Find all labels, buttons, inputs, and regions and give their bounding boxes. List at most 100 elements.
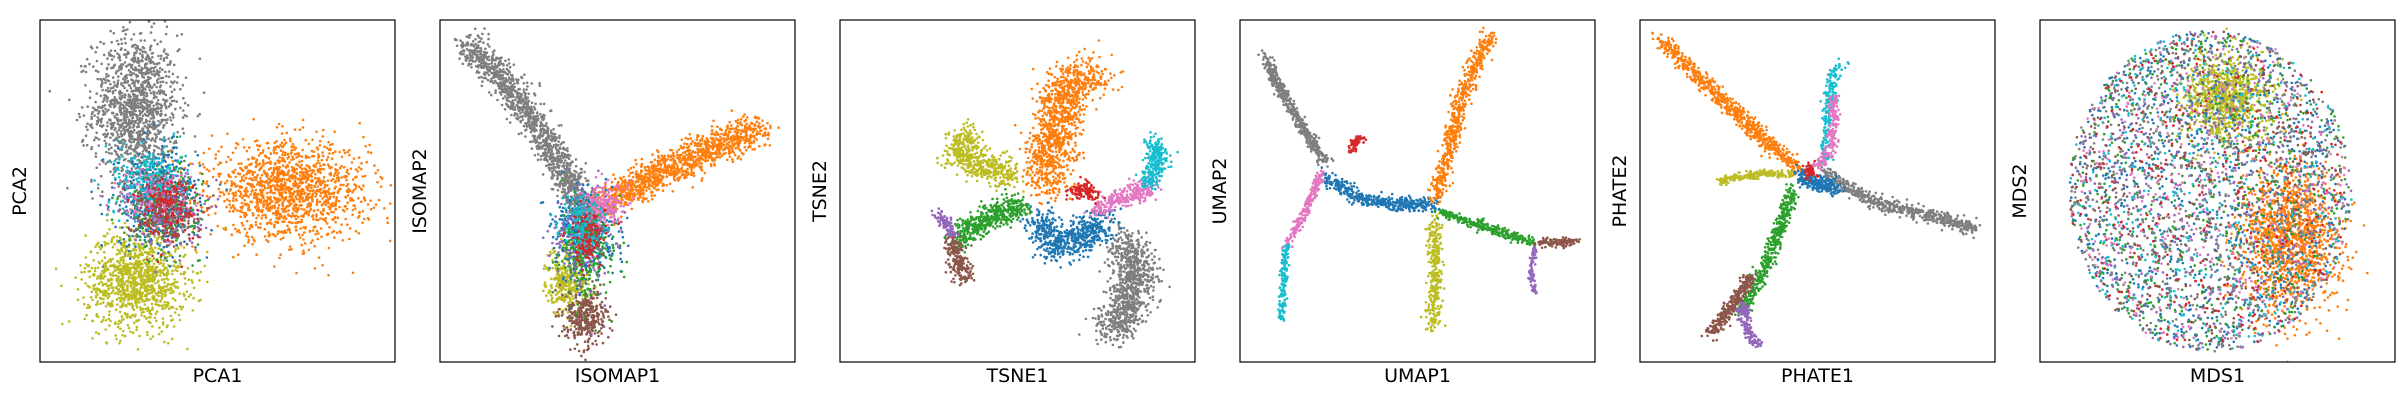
scatter-point <box>130 122 133 125</box>
scatter-point <box>159 138 162 141</box>
scatter-point <box>229 158 232 161</box>
scatter-point <box>49 90 52 93</box>
scatter-point <box>289 203 292 206</box>
scatter-point <box>130 212 133 215</box>
scatter-point <box>142 56 145 59</box>
scatter-point <box>243 199 246 202</box>
scatter-point <box>113 171 116 174</box>
scatter-point <box>341 239 344 242</box>
scatter-point <box>308 156 311 159</box>
scatter-point <box>140 69 143 72</box>
scatter-point <box>148 58 151 61</box>
scatter-point <box>139 130 142 133</box>
scatter-point <box>128 119 131 122</box>
scatter-point <box>125 77 128 80</box>
scatter-point <box>144 308 147 311</box>
scatter-point <box>119 259 122 262</box>
scatter-point <box>84 318 87 321</box>
scatter-point <box>108 152 111 155</box>
scatter-point <box>329 148 332 151</box>
scatter-point <box>136 178 139 181</box>
scatter-point <box>110 87 113 90</box>
scatter-point <box>136 233 139 236</box>
scatter-point <box>111 58 114 61</box>
scatter-point <box>112 76 115 79</box>
scatter-point <box>173 325 176 328</box>
scatter-point <box>348 154 351 157</box>
scatter-point <box>290 174 293 177</box>
scatter-point <box>97 242 100 245</box>
scatter-point <box>199 201 202 204</box>
scatter-point <box>171 256 174 259</box>
scatter-point <box>119 59 122 62</box>
scatter-point <box>96 277 99 280</box>
scatter-point <box>258 154 261 157</box>
scatter-point <box>326 147 329 150</box>
scatter-point <box>119 236 122 239</box>
scatter-point <box>246 220 249 223</box>
scatter-point <box>276 221 279 224</box>
scatter-point <box>130 87 133 90</box>
scatter-point <box>326 159 329 162</box>
scatter-point <box>144 125 147 128</box>
scatter-point <box>84 267 87 270</box>
scatter-point <box>218 175 221 178</box>
scatter-point <box>135 319 138 322</box>
scatter-point <box>140 83 143 86</box>
scatter-point <box>147 83 150 86</box>
scatter-point <box>109 302 112 305</box>
scatter-point <box>111 122 114 125</box>
scatter-point <box>325 217 328 220</box>
scatter-point <box>209 233 212 236</box>
scatter-point <box>116 200 119 203</box>
scatter-point <box>150 92 153 95</box>
scatter-point <box>119 93 122 96</box>
scatter-point <box>334 216 337 219</box>
scatter-point <box>131 126 134 129</box>
scatter-point <box>194 135 197 138</box>
scatter-point <box>156 81 159 84</box>
scatter-point <box>328 193 331 196</box>
scatter-point <box>251 183 254 186</box>
scatter-point <box>234 176 237 179</box>
scatter-point <box>366 161 369 164</box>
scatter-point <box>141 156 144 159</box>
scatter-point <box>360 201 363 204</box>
scatter-point <box>83 114 86 117</box>
scatter-point <box>226 198 229 201</box>
scatter-point <box>153 296 156 299</box>
scatter-point <box>150 100 153 103</box>
scatter-point <box>133 54 136 57</box>
scatter-point <box>308 166 311 169</box>
scatter-point <box>139 211 142 214</box>
scatter-point <box>142 106 145 109</box>
scatter-point <box>251 236 254 239</box>
scatter-point <box>338 206 341 209</box>
scatter-point <box>152 117 155 120</box>
scatter-point <box>128 244 131 247</box>
scatter-point <box>406 185 409 188</box>
scatter-point <box>347 151 350 154</box>
scatter-point <box>74 276 77 279</box>
scatter-point <box>108 324 111 327</box>
scatter-point <box>306 171 309 174</box>
scatter-point <box>103 140 106 143</box>
scatter-point <box>185 298 188 301</box>
scatter-point <box>161 69 164 72</box>
scatter-point <box>290 196 293 199</box>
scatter-point <box>276 201 279 204</box>
scatter-point <box>155 300 158 303</box>
scatter-point <box>213 168 216 171</box>
scatter-point <box>100 84 103 87</box>
scatter-point <box>319 217 322 220</box>
scatter-point <box>141 226 144 229</box>
scatter-point <box>332 211 335 214</box>
scatter-point <box>214 157 217 160</box>
scatter-point <box>105 142 108 145</box>
scatter-point <box>78 113 81 116</box>
scatter-point <box>125 249 128 252</box>
scatter-point <box>329 167 332 170</box>
scatter-point <box>160 103 163 106</box>
scatter-point <box>129 274 132 277</box>
scatter-point <box>295 225 298 228</box>
